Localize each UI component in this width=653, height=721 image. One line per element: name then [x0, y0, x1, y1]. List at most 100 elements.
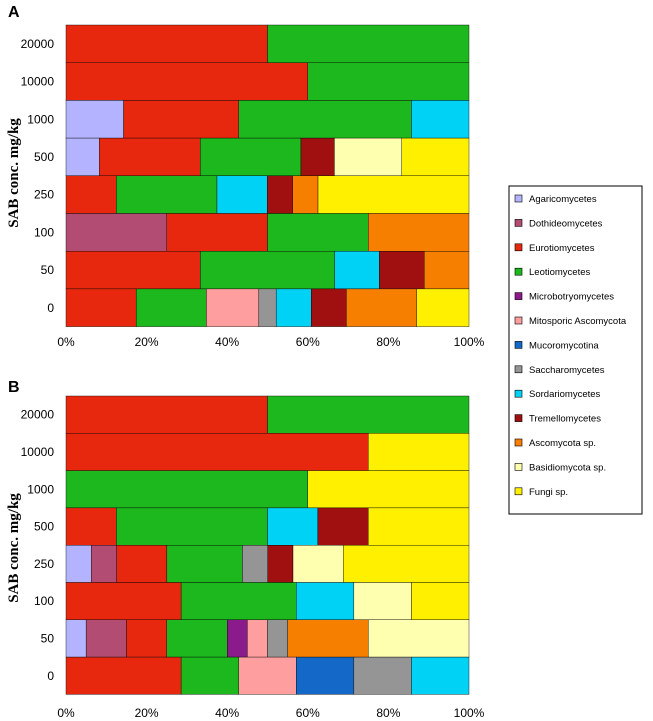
x-tick-label-b: 60%: [296, 706, 320, 720]
legend-label: Leotiomycetes: [529, 267, 591, 278]
legend-label: Tremellomycetes: [529, 414, 601, 425]
legend-swatch: [514, 194, 523, 203]
y-tick-label-a: 100: [34, 225, 54, 239]
bar-segment-b-250-11: [292, 545, 344, 583]
legend-label: Eurotiomycetes: [529, 243, 595, 254]
x-ticks-a: 0% 20% 40% 60% 80% 100%: [57, 335, 484, 349]
bars-a: [65, 24, 470, 327]
x-ticks-b: 0% 20% 40% 60% 80% 100%: [57, 706, 484, 720]
y-tick-label-a: 1000: [27, 112, 54, 126]
bar-segment-b-500-9: [317, 507, 369, 546]
bar-segment-b-50-0: [65, 619, 87, 658]
bar-segment-b-100-2: [65, 582, 182, 620]
bar-segment-a-100-2: [166, 213, 268, 252]
legend-label: Fungi sp.: [529, 487, 568, 498]
bar-segment-b-250-3: [166, 545, 243, 583]
bar-segment-a-0-10: [346, 288, 417, 327]
legend-entries: Agaricomycetes Dothideomycetes Eurotiomyce…: [514, 194, 627, 498]
panel-label-b: B: [8, 379, 20, 396]
bar-segment-a-500-0: [65, 137, 100, 177]
y-axis-label-b: SAB conc. mg/kg: [6, 493, 22, 603]
x-tick-label-a: 80%: [376, 335, 400, 349]
bar-segment-a-500-3: [199, 137, 302, 177]
bar-segment-b-500-8: [267, 507, 319, 546]
bar-segment-a-0-2: [65, 288, 137, 327]
bar-segment-a-0-9: [311, 288, 347, 327]
bar-segment-a-20000-2: [65, 24, 268, 63]
bar-segment-a-0-12: [416, 288, 470, 327]
bar-segment-a-0-7: [258, 288, 277, 327]
bar-segment-b-100-11: [353, 582, 412, 620]
bar-segment-b-0-5: [238, 656, 297, 695]
legend-label: Dothideomycetes: [529, 218, 603, 229]
bar-segment-a-500-12: [401, 137, 470, 177]
bar-segment-b-500-12: [368, 507, 470, 546]
bar-segment-b-100-12: [411, 582, 470, 620]
y-tick-label-a: 250: [34, 188, 54, 202]
bar-segment-b-250-12: [343, 545, 470, 583]
bar-segment-b-500-3: [116, 507, 268, 546]
bar-segment-a-50-9: [379, 250, 425, 290]
y-tick-label-a: 50: [41, 263, 55, 277]
legend-label: Mucoromycotina: [529, 340, 599, 351]
y-tick-label-a: 0: [47, 301, 54, 315]
bar-segment-a-1000-2: [123, 100, 239, 139]
y-axis-label-a: SAB conc. mg/kg: [6, 118, 22, 228]
y-tick-label-a: 500: [34, 150, 54, 164]
legend-swatch: [514, 316, 523, 325]
legend-swatch: [514, 414, 523, 422]
legend-frame: [508, 185, 643, 515]
x-tick-label-b: 0%: [57, 706, 75, 720]
legend-swatch: [514, 487, 523, 496]
bar-segment-b-100-3: [180, 582, 297, 620]
bar-segment-a-50-2: [65, 250, 201, 290]
bar-segment-b-10000-2: [65, 433, 369, 471]
x-tick-label-b: 20%: [135, 706, 159, 720]
bars-b: [65, 395, 470, 695]
bar-segment-b-250-1: [91, 545, 117, 583]
legend-label: Basidiomycota sp.: [529, 462, 606, 473]
legend-label: Sordariomycetes: [529, 389, 601, 400]
legend-swatch: [514, 267, 523, 276]
bar-segment-b-50-1: [85, 619, 127, 658]
y-tick-label-b: 250: [34, 557, 54, 571]
bar-segment-b-1000-3: [65, 470, 309, 509]
legend-swatch: [514, 463, 523, 471]
x-tick-label-a: 20%: [135, 335, 159, 349]
bar-segment-a-10000-2: [65, 62, 309, 101]
x-tick-label-b: 80%: [376, 706, 400, 720]
bar-segment-b-50-4: [226, 619, 248, 658]
y-tick-label-b: 20000: [21, 408, 55, 422]
bar-segment-b-50-5: [247, 619, 268, 658]
y-tick-label-b: 0: [47, 669, 54, 683]
chart-panel-a: A SAB conc. mg/kg 2000010000100050025010…: [6, 4, 485, 349]
x-tick-label-a: 60%: [296, 335, 320, 349]
bar-segment-a-250-12: [317, 175, 470, 214]
legend-label: Agaricomycetes: [529, 194, 597, 205]
legend-label: Mitosporic Ascomycota: [529, 316, 627, 327]
legend: Agaricomycetes Dothideomycetes Eurotiomyce…: [508, 185, 643, 515]
bar-segment-a-50-3: [200, 250, 335, 290]
bar-segment-a-100-1: [65, 213, 167, 252]
bar-segment-a-50-8: [334, 250, 380, 290]
bar-segment-a-250-3: [116, 175, 218, 214]
bar-segment-b-250-0: [65, 545, 92, 583]
legend-swatch: [514, 438, 523, 447]
bar-segment-a-100-3: [267, 213, 369, 252]
bar-segment-b-50-7: [267, 619, 288, 658]
bar-segment-a-250-10: [292, 175, 319, 214]
legend-swatch: [514, 292, 523, 300]
y-tick-label-b: 100: [34, 594, 54, 608]
y-tick-label-b: 50: [41, 631, 55, 645]
bar-segment-a-500-9: [300, 137, 335, 177]
bar-segment-b-10000-12: [368, 433, 470, 471]
bar-segment-b-0-7: [353, 656, 412, 695]
bar-segment-a-250-9: [267, 175, 293, 214]
bar-segment-b-0-8: [411, 656, 470, 695]
y-tick-label-b: 500: [34, 520, 54, 534]
bar-segment-b-100-8: [296, 582, 355, 620]
bar-segment-b-50-10: [287, 619, 369, 658]
legend-label: Saccharomycetes: [529, 365, 605, 376]
